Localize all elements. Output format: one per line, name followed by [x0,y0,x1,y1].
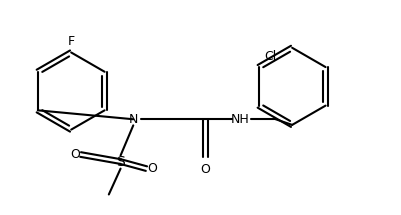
Text: Cl: Cl [264,50,277,63]
Text: NH: NH [231,113,250,126]
Text: N: N [129,113,138,126]
Text: F: F [68,35,75,48]
Text: O: O [200,163,210,175]
Text: O: O [147,162,157,175]
Text: S: S [116,155,125,169]
Text: O: O [70,148,80,161]
